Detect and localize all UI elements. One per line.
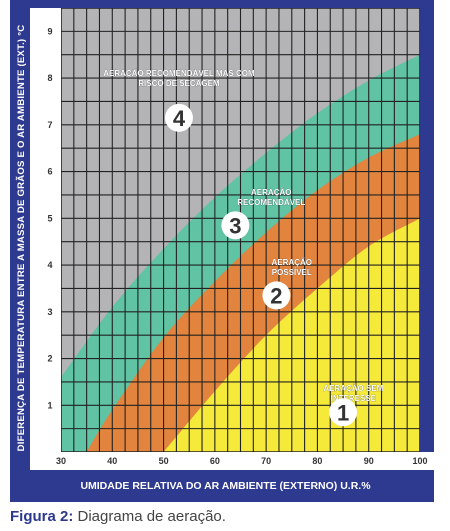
- y-tick-label: 8: [47, 73, 52, 83]
- x-tick-panel: [30, 452, 434, 470]
- zone-label-line: POSSÍVEL: [272, 268, 312, 277]
- zone-number-badge: [221, 211, 250, 240]
- zone-label-line: INTERESSE: [331, 394, 377, 403]
- y-tick-label: 5: [47, 213, 52, 223]
- x-tick-label: 70: [261, 456, 271, 466]
- y-tick-panel: [30, 8, 61, 470]
- x-tick-label: 30: [56, 456, 66, 466]
- x-tick-label: 80: [312, 456, 322, 466]
- y-tick-label: 6: [47, 167, 52, 177]
- y-axis-title: DIFERENÇA DE TEMPERATURA ENTRE A MASSA D…: [16, 25, 27, 452]
- zone-number: 1: [337, 400, 349, 425]
- x-tick-label: 40: [107, 456, 117, 466]
- y-tick-label: 2: [47, 354, 52, 364]
- zone-number-badge: [329, 398, 358, 427]
- zone-label-line: AERAÇÃO SEM: [323, 384, 383, 393]
- y-tick-label: 1: [47, 400, 52, 410]
- figure-caption: Figura 2: Diagrama de aeração.: [10, 508, 226, 525]
- zone-number-badge: [164, 103, 193, 132]
- zone-label-line: AERAÇÃO RECOMENDÁVEL MAS COM: [103, 69, 255, 78]
- zone-label-line: RISCO DE SECAGEM: [138, 79, 220, 88]
- zone-number: 4: [173, 106, 186, 131]
- x-tick-label: 90: [364, 456, 374, 466]
- aeration-chart: 1 2 3 4 5 6 7 8 9 30 40 50 60 70 80 90 100 DIFERENÇA DE T…: [10, 0, 434, 502]
- x-tick-label: 60: [210, 456, 220, 466]
- zone-label-line: AERAÇÃO: [251, 188, 291, 197]
- y-tick-label: 7: [47, 120, 52, 130]
- zone-number: 3: [229, 213, 241, 238]
- y-tick-label: 9: [47, 26, 52, 36]
- x-tick-label: 50: [159, 456, 169, 466]
- zone-label-line: AERAÇÃO: [272, 258, 312, 267]
- zone-number-badge: [262, 281, 291, 310]
- y-tick-label: 4: [47, 260, 52, 270]
- zone-number: 2: [270, 283, 282, 308]
- zone-label-line: RECOMENDÁVEL: [237, 198, 305, 207]
- caption-prefix: Figura 2:: [10, 508, 74, 525]
- y-tick-label: 3: [47, 307, 52, 317]
- x-axis-title: UMIDADE RELATIVA DO AR AMBIENTE (EXTERNO…: [80, 480, 371, 492]
- caption-text: Diagrama de aeração.: [73, 508, 226, 525]
- x-tick-label: 100: [412, 456, 427, 466]
